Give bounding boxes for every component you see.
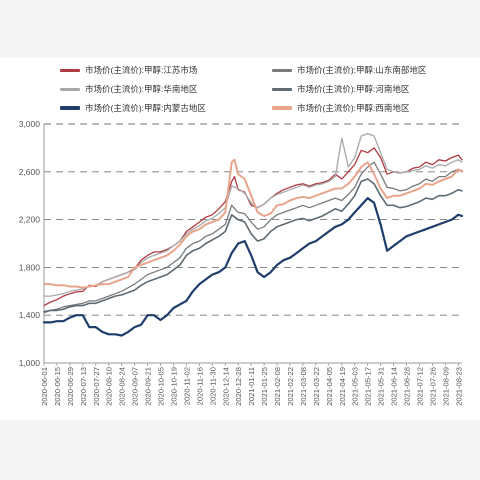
x-tick-label: 2020-09-21: [144, 367, 153, 406]
legend-label-southwest: 市场价(主流价):甲醇:西南地区: [297, 103, 410, 113]
y-tick-label: 3,000: [19, 119, 41, 129]
x-tick-label: 2021-03-22: [312, 367, 321, 406]
legend-label-inner-mongolia: 市场价(主流价):甲醇:内蒙古地区: [85, 103, 206, 113]
x-tick-label: 2021-02-08: [273, 367, 282, 406]
chart-legend: 市场价(主流价):甲醇:江苏市场 市场价(主流价):甲醇:山东南部地区 市场价(…: [60, 64, 470, 120]
x-tick-label: 2020-11-30: [208, 367, 217, 405]
x-tick-label: 2021-01-11: [247, 367, 256, 405]
y-tick-label: 2,600: [19, 167, 41, 177]
x-tick-label: 2021-01-25: [260, 367, 269, 406]
x-tick-label: 2021-07-12: [416, 367, 425, 406]
x-tick-label: 2021-06-28: [403, 367, 412, 406]
legend-label-henan: 市场价(主流价):甲醇:河南地区: [297, 84, 410, 94]
legend-item-inner-mongolia: 市场价(主流价):甲醇:内蒙古地区: [60, 102, 206, 114]
legend-label-shandong-south: 市场价(主流价):甲醇:山东南部地区: [297, 65, 427, 75]
x-tick-label: 2021-08-09: [441, 367, 450, 406]
series-line-3: [43, 178, 463, 313]
series-line-2: [43, 132, 463, 297]
x-tick-label: 2021-06-14: [390, 367, 399, 406]
y-tick-label: 2,200: [19, 215, 41, 225]
legend-swatch-henan: [272, 87, 292, 91]
y-tick-label: 1,800: [19, 262, 41, 272]
legend-item-jiangsu: 市场价(主流价):甲醇:江苏市场: [60, 64, 197, 76]
x-tick-label: 2021-05-03: [351, 367, 360, 406]
legend-swatch-southwest: [272, 106, 292, 110]
legend-item-henan: 市场价(主流价):甲醇:河南地区: [272, 83, 409, 95]
legend-swatch-south-china: [60, 87, 80, 91]
x-tick-label: 2020-12-14: [221, 367, 230, 406]
series-line-4: [42, 197, 464, 337]
x-tick-label: 2021-05-17: [364, 367, 373, 406]
series-line-1: [43, 161, 463, 314]
x-tick-label: 2021-07-26: [428, 367, 437, 406]
axes: [43, 124, 462, 366]
x-tick-label: 2020-06-15: [53, 367, 62, 406]
y-tick-label: 1,400: [19, 310, 41, 320]
x-tick-label: 2021-08-23: [454, 367, 463, 406]
x-tick-label: 2020-12-28: [234, 367, 243, 406]
legend-item-south-china: 市场价(主流价):甲醇:华南地区: [60, 83, 197, 95]
x-tick-label: 2020-09-07: [131, 367, 140, 406]
legend-label-jiangsu: 市场价(主流价):甲醇:江苏市场: [85, 65, 198, 75]
x-tick-label: 2020-11-02: [182, 367, 191, 405]
y-tick-label: 1,000: [19, 358, 41, 368]
x-tick-label: 2021-04-05: [325, 367, 334, 406]
x-tick-label: 2020-11-16: [195, 367, 204, 405]
series-line-5: [43, 158, 463, 289]
legend-swatch-inner-mongolia: [60, 106, 80, 110]
series-lines: [42, 132, 464, 337]
x-tick-labels: 2020-06-01 2020-06-15 2020-06-29 2020-07-13…: [40, 367, 463, 406]
x-tick-label: 2020-08-10: [105, 367, 114, 406]
legend-label-south-china: 市场价(主流价):甲醇:华南地区: [85, 84, 198, 94]
grid-lines: [44, 123, 462, 316]
x-tick-label: 2021-03-08: [299, 367, 308, 406]
x-tick-label: 2021-05-31: [377, 367, 386, 406]
x-tick-label: 2020-06-29: [66, 367, 75, 406]
legend-swatch-jiangsu: [60, 68, 80, 72]
x-tick-label: 2021-04-19: [338, 367, 347, 406]
legend-item-shandong-south: 市场价(主流价):甲醇:山东南部地区: [272, 64, 426, 76]
legend-item-southwest: 市场价(主流价):甲醇:西南地区: [272, 102, 409, 114]
x-tick-label: 2021-02-22: [286, 367, 295, 406]
y-tick-labels: 1,000 1,400 1,800 2,200 2,600 3,000: [19, 119, 41, 368]
x-tick-label: 2020-10-19: [170, 367, 179, 406]
x-tick-label: 2020-08-24: [118, 367, 127, 406]
x-tick-label: 2020-07-13: [79, 367, 88, 406]
legend-swatch-shandong-south: [272, 68, 292, 72]
chart-card: [0, 58, 480, 420]
x-tick-label: 2020-07-27: [92, 367, 101, 406]
x-tick-label: 2020-10-05: [157, 367, 166, 406]
x-tick-label: 2020-06-01: [40, 367, 49, 406]
